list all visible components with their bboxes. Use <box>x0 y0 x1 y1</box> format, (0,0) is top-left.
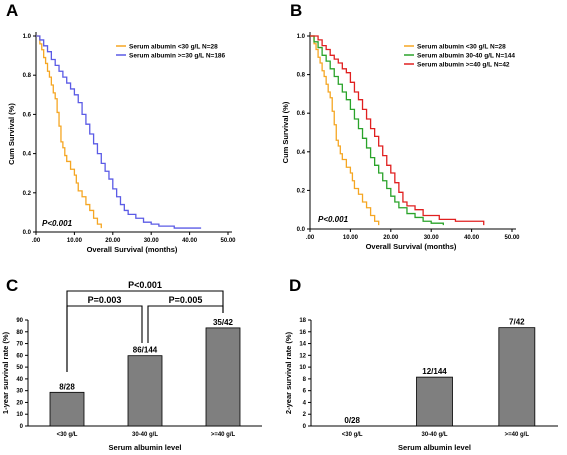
significance-label-0: P<0.001 <box>128 280 162 290</box>
y-tick-label: 20 <box>16 400 23 406</box>
x-axis-label: Overall Survival (months) <box>87 245 178 254</box>
y-tick-label: 10 <box>16 412 23 418</box>
x-tick-label: >=40 g/L <box>505 432 530 438</box>
bar-1 <box>416 376 453 427</box>
p-value-label: P<0.001 <box>318 215 349 224</box>
bar-label-1: 12/144 <box>422 367 447 376</box>
panel-c-bar-chart: 0 10 20 30 40 50 60 70 80 90 8/28 <30 g/L 86/144 30-4… <box>1 280 262 452</box>
km-curve-2 <box>310 35 485 226</box>
panel-a-km-chart: 0.0 0.2 0.4 0.6 0.8 1.0 .00 10.00 20.00 30.00 40.0… <box>7 32 236 254</box>
y-tick-label: 16 <box>299 330 306 336</box>
p-value-label: P<0.001 <box>42 219 73 228</box>
y-tick-label: 40 <box>16 377 23 383</box>
y-tick-label: 12 <box>299 353 306 359</box>
y-tick-label: 18 <box>299 318 306 324</box>
x-tick-label: 20.00 <box>383 235 399 241</box>
legend-label-2: Serum albumin >=40 g/L N=42 <box>417 62 510 69</box>
significance-bracket-2 <box>147 305 224 343</box>
significance-label-2: P=0.005 <box>169 295 203 305</box>
x-tick-label: 10.00 <box>67 238 83 244</box>
x-tick-label: 20.00 <box>105 238 121 244</box>
y-axis-label: Cum Survival (%) <box>281 101 290 163</box>
y-axis-label: Cum Survival (%) <box>7 103 16 165</box>
km-curve-0 <box>36 35 102 229</box>
bar-label-2: 7/42 <box>509 318 525 327</box>
y-tick-label: 0.4 <box>23 152 32 158</box>
legend-label-0: Serum albumin <30 g/L N=28 <box>417 44 506 51</box>
x-tick-label: 50.00 <box>220 238 236 244</box>
x-tick-label: 30-40 g/L <box>421 432 447 438</box>
significance-label-1: P=0.003 <box>88 295 122 305</box>
y-tick-label: 30 <box>16 389 23 395</box>
y-tick-label: 0 <box>20 424 24 430</box>
bar-2 <box>498 327 536 427</box>
y-tick-label: 0.6 <box>297 111 306 117</box>
x-axis-label: Overall Survival (months) <box>366 242 457 251</box>
bar-label-2: 35/42 <box>213 318 234 327</box>
y-tick-label: 1.0 <box>23 34 32 40</box>
legend-label-1: Serum albumin 30-40 g/L N=144 <box>417 53 515 60</box>
panel-label-a: A <box>6 1 18 20</box>
y-axis-label: 1-year survival rate (%) <box>1 331 10 414</box>
x-tick-label: 10.00 <box>343 235 359 241</box>
y-tick-label: 14 <box>299 342 306 348</box>
x-tick-label: 30.00 <box>424 235 440 241</box>
y-tick-label: 2 <box>303 412 307 418</box>
x-tick-label: 40.00 <box>182 238 198 244</box>
y-tick-label: 90 <box>16 318 23 324</box>
y-tick-label: 8 <box>303 377 307 383</box>
bar-0 <box>49 391 85 427</box>
y-tick-label: 0.2 <box>23 191 32 197</box>
bar-1 <box>127 355 163 427</box>
y-tick-label: 50 <box>16 365 23 371</box>
y-tick-label: 0 <box>303 424 307 430</box>
x-axis-label: Serum albumin level <box>398 443 471 452</box>
bar-label-1: 86/144 <box>133 346 158 355</box>
y-axis-label: 2-year survival rate (%) <box>284 331 293 414</box>
y-tick-label: 10 <box>299 365 306 371</box>
x-tick-label: 40.00 <box>464 235 480 241</box>
panel-d-bar-chart: 0 2 4 6 8 10 12 14 16 18 0/28 <30 g/L 12/144 30-40 g/… <box>284 318 558 452</box>
y-tick-label: 60 <box>16 353 23 359</box>
y-tick-label: 0.0 <box>297 227 306 233</box>
y-tick-label: 0.4 <box>297 150 306 156</box>
km-curve-1 <box>310 35 444 226</box>
y-tick-label: 0.0 <box>23 230 32 236</box>
x-tick-label: >=40 g/L <box>211 432 236 438</box>
km-curve-1 <box>36 35 202 229</box>
y-tick-label: 6 <box>303 389 307 395</box>
x-tick-label: 50.00 <box>504 235 520 241</box>
y-tick-label: 80 <box>16 330 23 336</box>
y-tick-label: 0.8 <box>297 73 306 79</box>
panel-b-km-chart: 0.0 0.2 0.4 0.6 0.8 1.0 .00 10.00 20.00 30.00 40.0… <box>281 32 520 251</box>
x-tick-label: 30-40 g/L <box>132 432 158 438</box>
y-tick-label: 0.8 <box>23 73 32 79</box>
km-curve-0 <box>310 35 380 226</box>
x-tick-label: <30 g/L <box>57 432 78 438</box>
y-tick-label: 0.6 <box>23 112 32 118</box>
bar-label-0: 0/28 <box>344 416 360 425</box>
x-axis-label: Serum albumin level <box>109 443 182 452</box>
panel-label-c: C <box>6 276 18 295</box>
bar-label-0: 8/28 <box>59 382 75 391</box>
bar-2 <box>205 327 241 427</box>
x-tick-label: 30.00 <box>144 238 160 244</box>
y-tick-label: 4 <box>303 400 307 406</box>
x-tick-label: .00 <box>32 238 41 244</box>
y-tick-label: 1.0 <box>297 34 306 40</box>
panel-label-d: D <box>289 276 301 295</box>
legend-label-1: Serum albumin >=30 g/L N=186 <box>129 53 226 60</box>
significance-bracket-1 <box>66 305 143 372</box>
y-tick-label: 70 <box>16 342 23 348</box>
panel-label-b: B <box>290 1 302 20</box>
legend-label-0: Serum albumin <30 g/L N=28 <box>129 44 218 51</box>
y-tick-label: 0.2 <box>297 188 306 194</box>
x-tick-label: <30 g/L <box>342 432 363 438</box>
x-tick-label: .00 <box>306 235 315 241</box>
